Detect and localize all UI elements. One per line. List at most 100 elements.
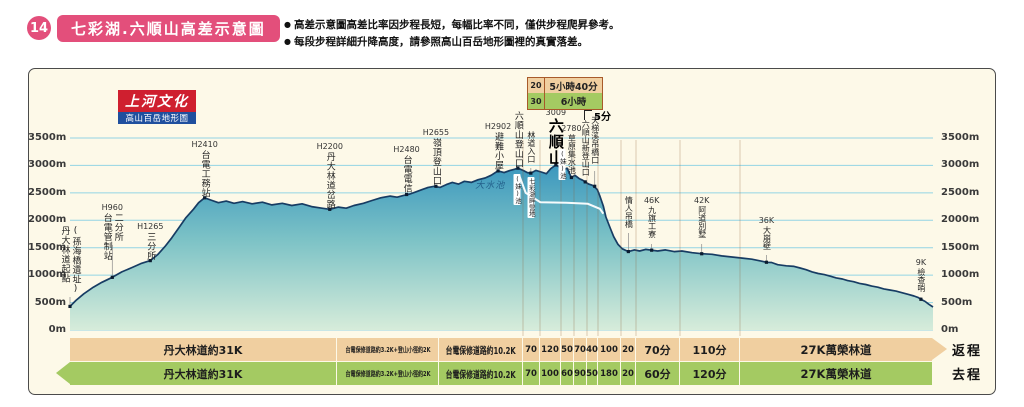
y-tick-label-left: 3000m <box>28 159 67 171</box>
y-tick-label-right: 2000m <box>941 214 980 226</box>
route-cell: 110分 <box>680 338 740 361</box>
landmark-H2655: H2655 嶺頂登山口 <box>423 128 449 186</box>
landmark-elevation-code: 42K <box>693 196 710 205</box>
route-cell: 70 <box>523 362 540 385</box>
bracket-icon <box>584 110 592 120</box>
landmark-name: 阿道別墅 <box>697 206 707 238</box>
bullet-icon: ● <box>284 37 291 46</box>
y-tick-label-right: 3500m <box>941 132 980 143</box>
route-cell: 台電保修道路約10.2K <box>439 362 523 385</box>
landmark-name: 避難小屋 <box>493 132 504 170</box>
route-cell: 120分 <box>680 362 740 385</box>
route-cell: 70分 <box>636 338 680 361</box>
landmark-六順山新登山口: 六順山新登山口 <box>580 120 590 176</box>
landmark-name: 大崩壁 <box>762 226 772 250</box>
landmark-name: 六順山登山口 <box>512 111 523 168</box>
route-cell: 27K萬榮林道 <box>800 342 872 357</box>
route-cell: 27K萬榮林道 <box>800 366 872 381</box>
y-tick-label-left: 3500m <box>28 132 67 143</box>
y-tick-label-right: 2500m <box>941 186 980 198</box>
note-line: ● 高差示意圖高差比率因步程長短，每幅比率不同，僅供步程爬昇參考。 <box>284 19 620 31</box>
landmark-elevation-code: 3009 <box>545 108 567 117</box>
landmark-name: 二分所 <box>112 213 123 242</box>
route-cell: 60分 <box>636 362 680 385</box>
landmark-elevation-code: 2780 <box>561 124 582 133</box>
pond-label: 大水池 <box>475 181 506 191</box>
landmark-六順山登山口: 六順山登山口 <box>513 111 523 168</box>
route-cell: 100 <box>540 362 561 385</box>
route-cell: 70 <box>523 338 540 361</box>
route-row-return: 丹大林道約31K 台電保修道路約3.2K+登山小徑約2K 台電保修道路約10.2K 7… <box>70 338 932 361</box>
route-cell: 60 <box>561 362 574 385</box>
note-line: ● 每段步程詳細升降高度，請參照高山百岳地形圖裡的真實落差。 <box>284 36 588 48</box>
landmark-name: 檢查哨 <box>916 268 926 292</box>
route-cell: 20 <box>621 362 636 385</box>
y-tick-label-left: 2000m <box>28 214 67 226</box>
landmark-name: 林道入口 <box>526 131 536 163</box>
landmark-elevation-code: H1265 <box>137 222 164 231</box>
time-box-outbound: 30 6小時 <box>527 93 603 110</box>
landmark-name: 丹大林道岔路 <box>324 152 335 209</box>
time-box-return-minutes: 20 <box>528 78 545 93</box>
y-tick-label-right: 3000m <box>941 159 980 171</box>
route-cell: 90 <box>574 362 587 385</box>
five-minute-annotation: 5分 <box>584 108 611 123</box>
landmark-情人吊橋: 情人吊橋 <box>623 196 633 228</box>
landmark-H2200: H2200 丹大林道岔路 <box>317 142 343 209</box>
route-cell: 180 <box>598 362 621 385</box>
route-cell: 50 <box>561 338 574 361</box>
arrow-left-icon <box>56 362 70 384</box>
landmark-elevation-code: H2200 <box>316 142 343 151</box>
publisher-logo-name: 上河文化 <box>118 90 196 112</box>
landmark-H2410: H2410 台電工務站 <box>191 140 217 198</box>
landmark-name: 丹大林道起點 <box>59 226 70 283</box>
y-tick-label-right: 0m <box>941 324 959 335</box>
y-tick-label-left: 0m <box>48 324 66 335</box>
landmark-elevation-code: H2410 <box>191 140 218 149</box>
page-title: 七彩湖.六順山高差示意圖 <box>57 15 280 42</box>
y-tick-label-right: 500m <box>941 296 973 308</box>
landmark-H1265: H1265 三分所 <box>137 222 163 261</box>
y-tick-label-left: 1500m <box>28 241 67 253</box>
landmark-elevation-code: 9K <box>915 258 927 267</box>
publisher-logo: 上河文化 高山百岳地形圖 <box>118 90 196 124</box>
landmark-elevation-code: 46K <box>643 196 660 205</box>
time-box-outbound-minutes: 30 <box>528 93 545 109</box>
route-cell: 40 <box>586 338 598 361</box>
y-tick-label-left: 500m <box>34 296 66 308</box>
time-box-return: 20 5小時40分 <box>527 77 603 94</box>
landmark-name: 三分所 <box>145 232 156 261</box>
y-tick-label-right: 1500m <box>941 241 980 253</box>
landmark-46K: 46K 九旗工寮 <box>644 196 659 238</box>
route-cell: 70 <box>574 338 587 361</box>
direction-label-outbound: 去程 <box>952 368 983 383</box>
landmark-name: (孫海橋遺址) <box>70 226 81 295</box>
route-cell: 台電保修道路約3.2K+登山小徑約2K <box>337 338 439 361</box>
landmark-name: 台電工務站 <box>199 150 210 198</box>
landmark-elevation-code: H2480 <box>393 145 420 154</box>
y-tick-label-right: 1000m <box>941 269 980 281</box>
landmark-name: 台電管制站 <box>101 213 112 261</box>
landmark-elevation-code: H2655 <box>422 128 450 137</box>
lake-area-label: (妹)池 <box>513 174 522 205</box>
landmark-name: 嶺頂登山口 <box>430 138 441 186</box>
landmark-36K: 36K 大崩壁 <box>759 216 774 250</box>
y-tick-label-left: 2500m <box>28 186 67 198</box>
route-cell: 20 <box>621 338 636 361</box>
y-tick-label-left: 1000m <box>28 269 67 281</box>
landmark-9K: 9K 檢查哨 <box>916 258 926 292</box>
header-notes: ● 高差示意圖高差比率因步程長短，每幅比率不同，僅供步程爬昇參考。 ● 每段步程詳細… <box>284 17 619 51</box>
route-cell: 120 <box>540 338 561 361</box>
landmark-丹大林道起點: (孫海橋遺址) 丹大林道起點 <box>60 226 81 295</box>
lake-area-label: 七彩湖畔營地 <box>527 177 536 218</box>
landmark-H960: H960 二分所 台電管制站 <box>102 203 123 261</box>
bullet-icon: ● <box>284 20 291 29</box>
figure-number-badge: 14 <box>27 16 51 40</box>
landmark-name: 草原集水池 <box>567 134 577 174</box>
time-box-outbound-total: 6小時 <box>560 97 587 108</box>
route-row-outbound: 丹大林道約31K 台電保修道路約3.2K+登山小徑約2K 台電保修道路約10.2K 7… <box>70 362 932 385</box>
arrow-right-icon <box>932 338 947 360</box>
landmark-H2902: H2902 避難小屋 <box>485 122 511 170</box>
